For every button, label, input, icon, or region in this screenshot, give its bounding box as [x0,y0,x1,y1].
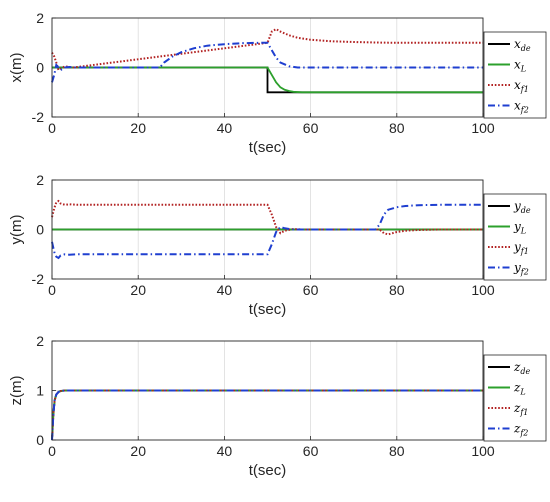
x-axis-label: t(sec) [249,139,287,156]
x-tick-label: 60 [303,120,319,136]
x-axis-label: t(sec) [249,301,287,318]
series-line-y-f2 [51,203,483,260]
legend-entry-main: z [513,401,521,415]
legend-entry-main: z [513,381,521,395]
axes-box [51,179,484,280]
y-axis-label: y(m) [8,215,25,245]
y-tick-label: 2 [36,333,44,349]
series-line-x-f2 [51,41,483,83]
legend-entry-main: z [513,422,521,436]
legend-entry-subscript: L [520,227,526,236]
y-tick-label: 0 [36,222,44,238]
legend-entry-y-de: yde [513,199,531,215]
legend-entry-main: z [513,360,521,374]
x-tick-label: 0 [48,282,56,298]
x-tick-label: 60 [303,282,319,298]
series-line-z-f1 [51,389,483,441]
legend-box [483,193,547,281]
y-tick-label: 1 [36,383,44,399]
legend-entry-x-f1: xf1 [514,78,529,94]
legend-entry-subscript: de [521,44,531,53]
y-axis-label: z(m) [8,376,25,406]
series-line-y-f1 [51,199,483,236]
y-tick-label: 2 [36,172,44,188]
legend-entry-main: y [513,199,521,213]
legend-entry-main: x [514,78,521,92]
y-tick-label: 0 [36,60,44,76]
x-tick-label: 20 [130,443,146,459]
legend-entry-y-f1: yf1 [513,240,529,256]
series-line-z-f2 [51,389,483,441]
legend-entry-subscript: L [520,65,526,74]
x-tick-label: 40 [217,282,233,298]
legend-entry-subscript: L [519,388,525,397]
legend-entry-main: y [513,240,521,254]
legend-entry-subscript: f1 [520,85,529,94]
x-tick-label: 100 [471,443,495,459]
legend-entry-x-L: xL [514,58,526,74]
y-tick-label: -2 [32,271,45,287]
legend-entry-main: y [513,220,521,234]
legend-entry-z-f1: zf1 [513,401,528,417]
x-tick-label: 80 [389,120,405,136]
legend-entry-subscript: f1 [519,408,528,417]
x-tick-label: 80 [389,443,405,459]
legend-box [483,31,547,119]
legend-entry-main: x [514,58,521,72]
x-tick-label: 20 [130,282,146,298]
y-tick-label: -2 [32,109,45,125]
legend-entry-subscript: f1 [520,247,529,256]
x-tick-label: 20 [130,120,146,136]
axes-box [51,17,484,118]
legend-entry-x-f2: xf2 [514,99,529,115]
legend-entry-subscript: de [521,206,531,215]
x-axis-label: t(sec) [249,462,287,479]
legend-entry-z-de: zde [513,360,530,376]
axes-box [51,340,484,441]
series-line-x-L [52,66,483,94]
legend-entry-x-de: xde [514,37,531,53]
x-tick-label: 0 [48,443,56,459]
x-tick-label: 80 [389,282,405,298]
legend-entry-subscript: f2 [520,268,529,277]
x-tick-label: 40 [217,120,233,136]
x-tick-label: 100 [471,282,495,298]
x-tick-label: 40 [217,443,233,459]
x-tick-label: 60 [303,443,319,459]
legend-entry-subscript: f2 [519,429,528,438]
legend-entry-main: y [513,261,521,275]
y-tick-label: 0 [36,432,44,448]
y-tick-label: 2 [36,10,44,26]
legend-entry-z-L: zL [513,381,526,397]
y-axis-label: x(m) [8,53,25,83]
legend-entry-main: x [514,37,521,51]
legend-entry-z-f2: zf2 [513,422,528,438]
legend-entry-main: x [514,99,521,113]
series-line-x-f1 [51,27,483,72]
x-tick-label: 100 [471,120,495,136]
legend-entry-y-f2: yf2 [513,261,529,277]
legend-entry-subscript: de [520,367,530,376]
legend-entry-y-L: yL [513,220,526,236]
x-tick-label: 0 [48,120,56,136]
legend-entry-subscript: f2 [520,106,529,115]
legend-box [483,354,547,442]
